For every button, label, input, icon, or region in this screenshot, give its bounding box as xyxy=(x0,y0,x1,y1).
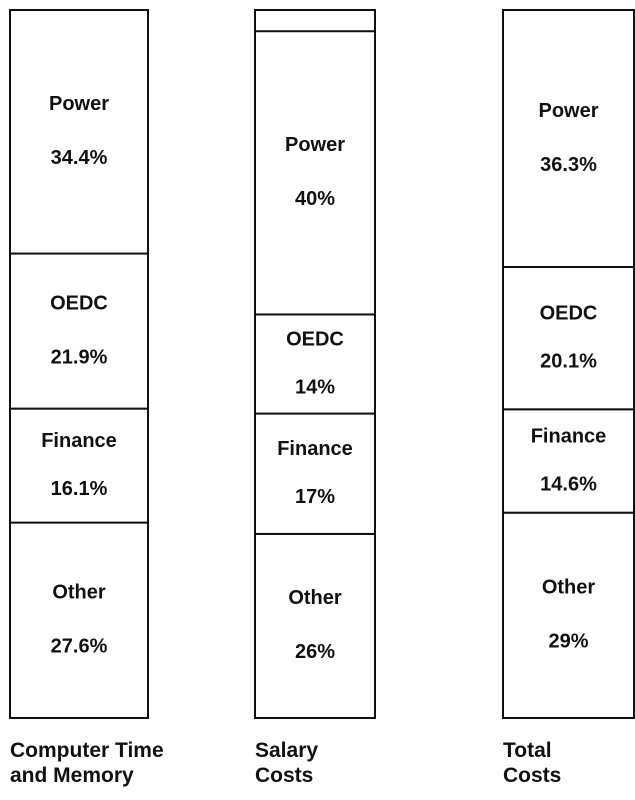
segment-name: Finance xyxy=(277,438,353,460)
segment-name: Power xyxy=(49,93,109,115)
segment-value-label: 36.3% xyxy=(540,154,597,176)
segment-name: Finance xyxy=(41,430,117,452)
segment-value-label: 21.9% xyxy=(51,346,108,368)
segment-name: OEDC xyxy=(540,302,598,324)
bar-segment xyxy=(502,408,635,514)
segment-value-label: 34.4% xyxy=(51,147,108,169)
bar-segment xyxy=(9,252,149,410)
segment-value-label: 14.6% xyxy=(540,473,597,495)
segment-value-label: 14% xyxy=(295,376,335,398)
segment-value-label: 29% xyxy=(548,631,588,653)
category-label: Total Costs xyxy=(503,739,562,787)
segment-value-label: 26% xyxy=(295,641,335,663)
bar-segment xyxy=(502,9,635,269)
segment-name: OEDC xyxy=(286,328,344,350)
segment-value-label: 17% xyxy=(295,486,335,508)
segment-name: Power xyxy=(285,134,345,156)
segment-value-label: 20.1% xyxy=(540,350,597,372)
segment-name: Finance xyxy=(531,425,607,447)
bar-segment xyxy=(254,313,376,415)
segment-name: Power xyxy=(538,100,598,122)
segment-value-label: 16.1% xyxy=(51,478,108,500)
bar-segment xyxy=(9,521,149,719)
bar-segment xyxy=(502,266,635,411)
bar-segment xyxy=(254,412,376,535)
segment-name: Other xyxy=(542,577,596,599)
bar-segment xyxy=(9,9,149,255)
segment-name: Other xyxy=(52,582,106,604)
bar-segment xyxy=(502,511,635,719)
segment-name: Other xyxy=(288,587,342,609)
segment-name: OEDC xyxy=(50,292,108,314)
bar-segment xyxy=(9,407,149,524)
category-label: Salary Costs xyxy=(255,739,319,787)
category-label: Computer Time and Memory xyxy=(10,739,164,787)
segment-value-label: 27.6% xyxy=(51,636,108,658)
bar-segment xyxy=(254,30,376,316)
bar-segment xyxy=(254,532,376,719)
segment-value-label: 40% xyxy=(295,188,335,210)
